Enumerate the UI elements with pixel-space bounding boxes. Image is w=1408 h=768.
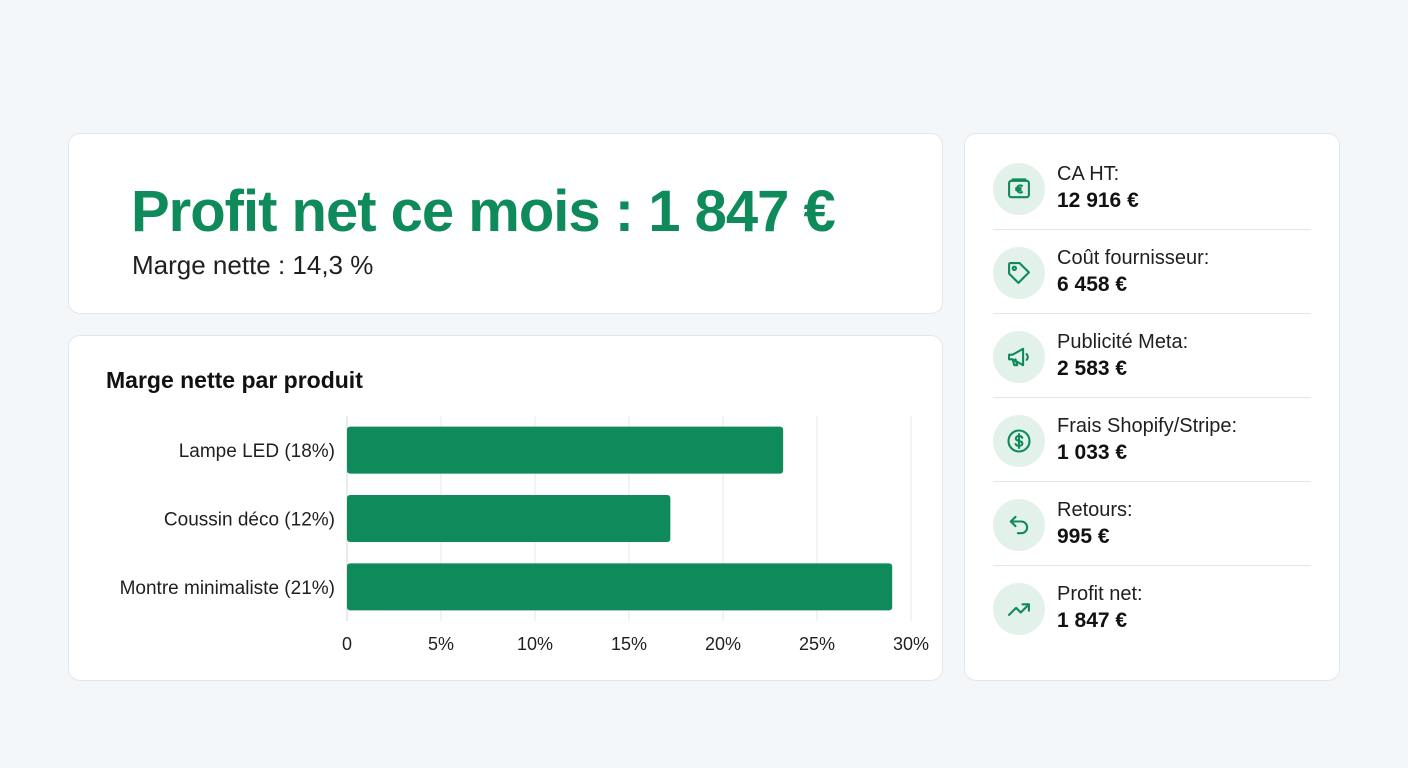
category-label: Lampe LED (18%)	[179, 441, 335, 462]
breakdown-value: 995 €	[1057, 525, 1110, 548]
x-tick-label: 0	[342, 634, 352, 654]
breakdown-label: CA HT:	[1057, 163, 1120, 185]
x-tick-label: 15%	[611, 634, 647, 654]
breakdown-label: Coût fournisseur:	[1057, 247, 1210, 269]
profit-summary-card: Profit net ce mois : 1 847 € Marge nette…	[68, 133, 943, 314]
trend-up-icon	[993, 583, 1045, 635]
breakdown-row-revenue: CA HT: 12 916 €	[993, 146, 1311, 230]
breakdown-value: 12 916 €	[1057, 189, 1139, 212]
breakdown-label: Frais Shopify/Stripe:	[1057, 415, 1238, 437]
price-tag-icon	[993, 247, 1045, 299]
bar	[347, 426, 784, 474]
x-tick-label: 5%	[428, 634, 454, 654]
net-margin-text: Marge nette : 14,3 %	[132, 250, 374, 280]
breakdown-row-fees: Frais Shopify/Stripe: 1 033 €	[993, 398, 1311, 482]
bar	[347, 563, 893, 611]
bar	[347, 495, 671, 542]
breakdown-label: Publicité Meta:	[1057, 331, 1189, 353]
breakdown-value: 1 847 €	[1057, 609, 1128, 632]
breakdown-label: Retours:	[1057, 499, 1133, 521]
cost-breakdown-card: CA HT: 12 916 € Coût fournisseur: 6 458 …	[964, 133, 1340, 681]
breakdown-value: 6 458 €	[1057, 273, 1128, 296]
dollar-coin-icon	[993, 415, 1045, 467]
breakdown-value: 1 033 €	[1057, 441, 1128, 464]
margin-chart-card: Marge nette par produit Lampe LED (18%) C…	[68, 335, 943, 681]
profit-headline: Profit net ce mois : 1 847 €	[131, 179, 836, 244]
return-arrow-icon	[993, 499, 1045, 551]
breakdown-row-net-profit: Profit net: 1 847 €	[993, 566, 1311, 650]
x-tick-label: 25%	[799, 634, 835, 654]
breakdown-label: Profit net:	[1057, 583, 1143, 605]
breakdown-row-supplier-cost: Coût fournisseur: 6 458 €	[993, 230, 1311, 314]
x-tick-label: 10%	[517, 634, 553, 654]
category-label: Coussin déco (12%)	[164, 510, 335, 531]
euro-wallet-icon	[993, 163, 1045, 215]
margin-bar-chart: Lampe LED (18%) Coussin déco (12%) Montre …	[120, 416, 929, 654]
breakdown-row-meta-ads: Publicité Meta: 2 583 €	[993, 314, 1311, 398]
chart-title: Marge nette par produit	[106, 367, 363, 393]
megaphone-icon	[993, 331, 1045, 383]
breakdown-row-returns: Retours: 995 €	[993, 482, 1311, 566]
x-tick-label: 20%	[705, 634, 741, 654]
x-tick-label: 30%	[893, 634, 929, 654]
breakdown-value: 2 583 €	[1057, 357, 1128, 380]
category-label: Montre minimaliste (21%)	[120, 578, 335, 599]
